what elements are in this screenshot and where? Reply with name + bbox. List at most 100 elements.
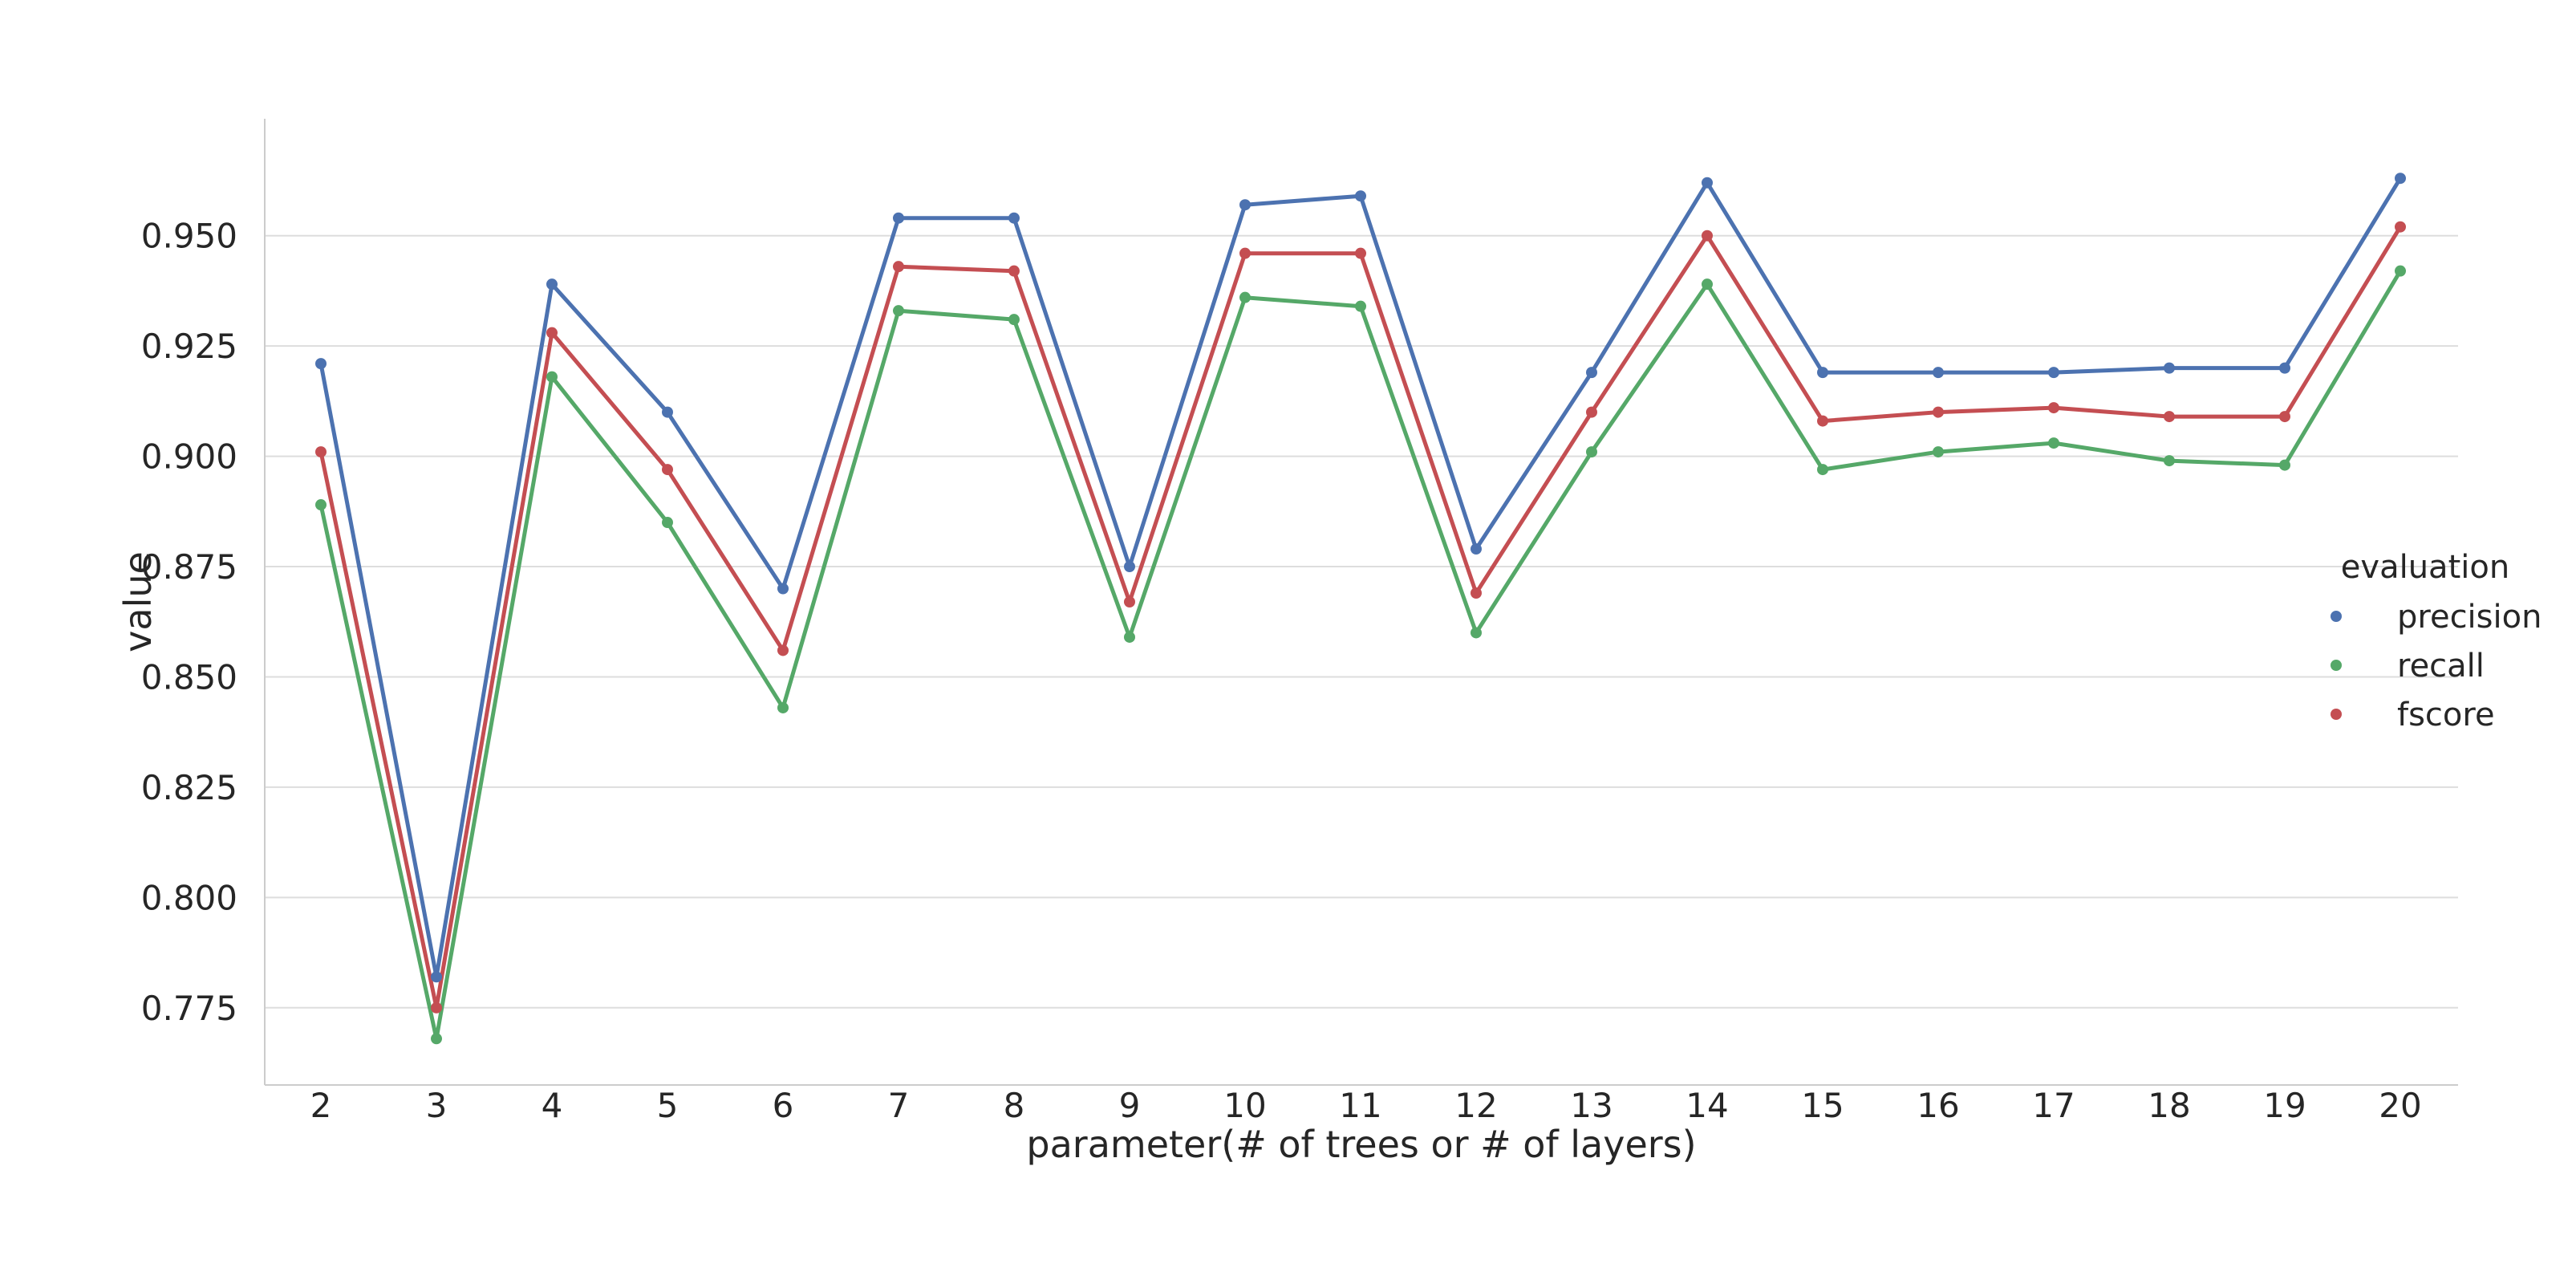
data-point-fscore	[1355, 247, 1366, 259]
data-point-fscore	[546, 327, 558, 339]
legend-label-fscore: fscore	[2397, 697, 2495, 733]
series-line-fscore	[318, 226, 2403, 1010]
legend-item-recall: recall	[2331, 648, 2485, 685]
data-point-precision	[1124, 561, 1135, 573]
data-point-fscore	[1239, 247, 1251, 259]
data-point-precision	[546, 278, 558, 291]
data-point-recall	[1355, 300, 1366, 312]
data-point-recall	[2164, 455, 2175, 467]
x-tick-label: 2	[310, 1086, 332, 1125]
legend-item-precision: precision	[2331, 599, 2542, 636]
data-point-fscore	[2395, 221, 2406, 233]
x-tick-label: 9	[1119, 1086, 1141, 1125]
data-point-fscore	[1008, 265, 1020, 277]
x-tick-label: 11	[1339, 1086, 1381, 1125]
data-point-recall	[1471, 627, 1482, 639]
x-tick-label: 10	[1223, 1086, 1266, 1125]
x-tick-label: 17	[2032, 1086, 2075, 1125]
data-point-recall	[662, 517, 673, 529]
y-tick-label: 0.900	[141, 437, 237, 477]
data-point-precision	[1239, 199, 1251, 211]
y-tick-label: 0.875	[141, 547, 237, 587]
y-tick-label: 0.925	[141, 327, 237, 366]
axes	[264, 119, 2458, 1086]
data-point-precision	[1355, 190, 1366, 202]
x-tick-label: 14	[1686, 1086, 1728, 1125]
data-point-recall	[315, 499, 327, 511]
data-point-precision	[1817, 367, 1828, 379]
data-point-precision	[315, 358, 327, 370]
legend-item-fscore: fscore	[2331, 697, 2495, 733]
series-points	[315, 173, 2406, 1045]
x-tick-label: 5	[657, 1086, 679, 1125]
data-point-precision	[777, 583, 789, 595]
x-tick-label: 13	[1570, 1086, 1613, 1125]
data-point-fscore	[2279, 411, 2290, 423]
data-point-precision	[893, 212, 904, 224]
x-tick-label: 19	[2263, 1086, 2306, 1125]
data-point-precision	[1933, 367, 1944, 379]
data-point-precision	[2395, 173, 2406, 185]
data-point-precision	[662, 406, 673, 418]
x-tick-label: 12	[1454, 1086, 1497, 1125]
x-tick-label: 6	[773, 1086, 794, 1125]
series-line-precision	[318, 177, 2403, 979]
data-point-recall	[1124, 631, 1135, 643]
gridlines	[265, 234, 2458, 1009]
data-point-precision	[1586, 367, 1597, 379]
x-tick-label: 16	[1917, 1086, 1959, 1125]
data-point-recall	[1933, 446, 1944, 458]
data-point-fscore	[1702, 230, 1713, 242]
data-point-fscore	[315, 446, 327, 458]
x-axis-title: parameter(# of trees or # of layers)	[1026, 1123, 1696, 1166]
data-point-recall	[1008, 314, 1020, 326]
legend-marker-recall	[2331, 660, 2342, 671]
data-point-fscore	[431, 1002, 442, 1014]
data-point-precision	[2279, 362, 2290, 374]
data-point-recall	[1586, 446, 1597, 458]
legend: evaluation precision recall fscore	[2331, 549, 2542, 733]
x-tick-label: 7	[888, 1086, 910, 1125]
data-point-fscore	[1124, 596, 1135, 607]
data-point-precision	[1471, 543, 1482, 555]
data-point-precision	[2164, 362, 2175, 374]
x-tick-label: 15	[1801, 1086, 1844, 1125]
data-point-precision	[431, 971, 442, 983]
data-point-recall	[1702, 278, 1713, 291]
legend-label-recall: recall	[2397, 648, 2485, 685]
legend-title: evaluation	[2341, 549, 2509, 586]
data-point-fscore	[662, 464, 673, 476]
data-point-recall	[1239, 291, 1251, 303]
data-point-recall	[777, 701, 789, 713]
data-point-recall	[2395, 265, 2406, 277]
data-point-fscore	[2164, 411, 2175, 423]
data-point-precision	[1008, 212, 1020, 224]
data-point-fscore	[893, 261, 904, 273]
legend-marker-precision	[2331, 611, 2342, 622]
y-tick-labels: 0.775 0.800 0.825 0.850 0.875 0.900 0.925 0.950	[141, 217, 237, 1028]
x-tick-label: 8	[1004, 1086, 1025, 1125]
data-point-precision	[2048, 367, 2059, 379]
data-point-recall	[1817, 464, 1828, 476]
y-tick-label: 0.800	[141, 878, 237, 917]
x-tick-label: 18	[2148, 1086, 2190, 1125]
y-tick-label: 0.950	[141, 217, 237, 256]
x-tick-labels: 2 3 4 5 6 7 8 9 10 11 12 13 14 15 16 17 18 19 20	[310, 1086, 2422, 1125]
data-point-fscore	[1817, 415, 1828, 427]
data-point-recall	[546, 371, 558, 383]
data-point-fscore	[1471, 587, 1482, 599]
data-point-recall	[893, 305, 904, 317]
data-point-fscore	[1933, 406, 1944, 418]
y-tick-label: 0.850	[141, 657, 237, 697]
data-point-precision	[1702, 177, 1713, 189]
series-line-recall	[318, 270, 2403, 1041]
y-tick-label: 0.775	[141, 989, 237, 1028]
legend-label-precision: precision	[2397, 599, 2542, 636]
legend-marker-fscore	[2331, 709, 2342, 720]
data-point-fscore	[2048, 402, 2059, 414]
data-point-recall	[2048, 437, 2059, 449]
data-point-fscore	[1586, 406, 1597, 418]
data-point-recall	[431, 1033, 442, 1045]
y-tick-label: 0.825	[141, 768, 237, 807]
